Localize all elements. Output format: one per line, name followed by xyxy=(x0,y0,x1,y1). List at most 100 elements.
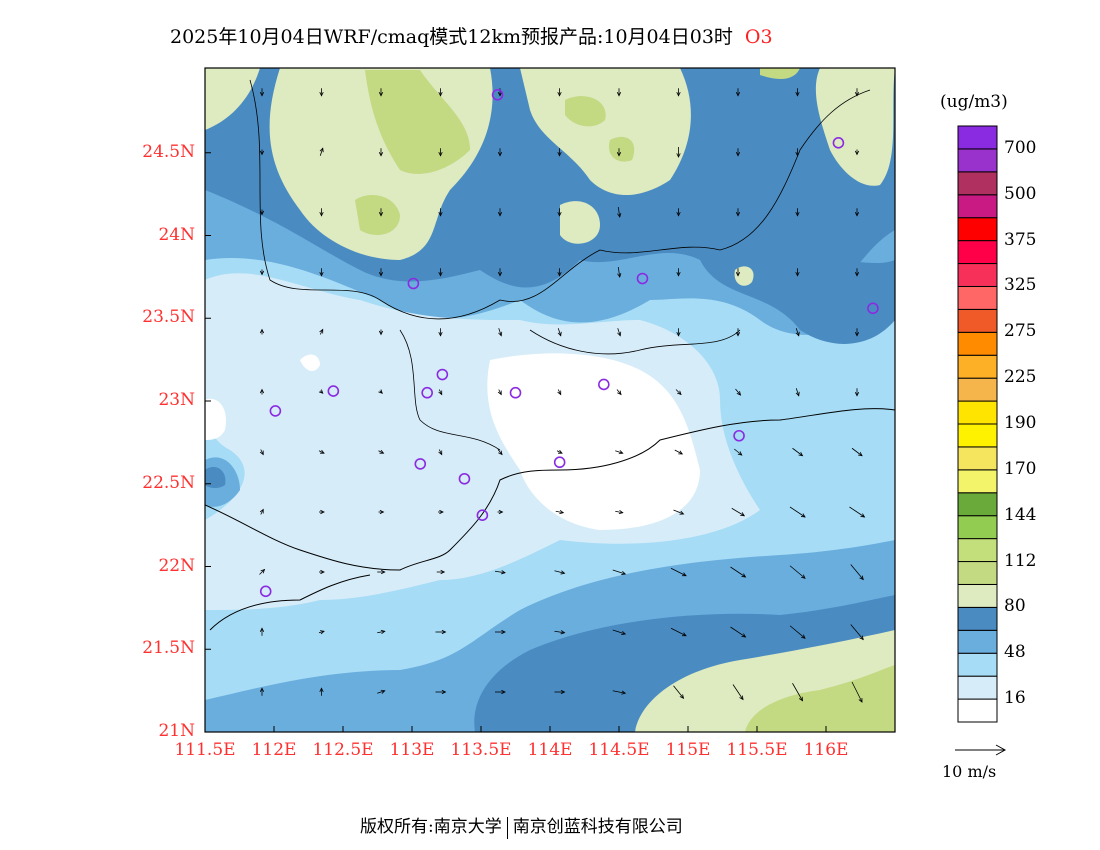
field-contour xyxy=(560,201,600,244)
wind-arrow xyxy=(319,328,324,335)
wind-arrow xyxy=(735,268,741,277)
colorbar-swatch xyxy=(957,583,998,608)
wind-arrow xyxy=(497,509,504,515)
wind-arrow xyxy=(438,88,443,97)
wind-arrow xyxy=(854,388,860,397)
wind-arrow xyxy=(676,268,681,277)
wind-arrow xyxy=(615,510,624,515)
wind-arrow xyxy=(319,88,324,97)
wind-arrow xyxy=(673,685,685,699)
monitoring-site-marker xyxy=(269,405,282,417)
wind-arrow xyxy=(497,268,503,277)
wind-arrow xyxy=(497,389,502,396)
field-contour xyxy=(760,68,800,80)
field-contour xyxy=(205,68,260,130)
colorbar-label: 500 xyxy=(1004,183,1037,204)
colorbar-label: 275 xyxy=(1004,321,1037,342)
wind-arrow xyxy=(792,683,803,702)
wind-arrow xyxy=(557,148,562,157)
field-contour xyxy=(734,266,754,286)
lon-label: 113E xyxy=(389,740,435,760)
wind-arrow xyxy=(438,509,444,515)
wind-arrow xyxy=(378,389,383,394)
wind-arrow xyxy=(495,689,506,695)
wind-arrow xyxy=(735,88,741,97)
monitoring-site-marker xyxy=(414,458,427,470)
wind-arrow xyxy=(795,208,800,217)
lon-label: 115E xyxy=(665,740,711,760)
colorbar-swatch xyxy=(957,469,998,494)
colorbar-swatch xyxy=(957,148,998,173)
wind-arrow xyxy=(554,689,566,695)
monitoring-site-marker xyxy=(598,378,610,391)
lon-label: 116E xyxy=(803,740,849,760)
axis-ticks xyxy=(204,152,827,733)
colorbar-label: 700 xyxy=(1004,137,1037,158)
wind-arrow xyxy=(730,566,747,578)
colorbar-swatch xyxy=(957,675,998,700)
wind-arrow xyxy=(436,569,446,575)
wind-arrow xyxy=(319,569,325,575)
wind-arrow xyxy=(557,268,562,277)
lat-label: 24N xyxy=(158,224,195,245)
colorbar-label: 80 xyxy=(1004,596,1026,617)
colorbar-swatch xyxy=(957,240,998,265)
admin-boundary xyxy=(399,329,741,451)
wind-arrow xyxy=(557,389,562,396)
coastline xyxy=(209,574,371,631)
footer-separator xyxy=(506,816,508,839)
monitoring-site-marker xyxy=(476,509,489,521)
monitoring-site-marker xyxy=(327,385,340,397)
wind-arrow xyxy=(494,570,506,575)
colorbar-swatch xyxy=(957,629,998,654)
field-0-16 xyxy=(205,398,226,440)
wind-arrow xyxy=(854,328,860,337)
reference-vector-arrow xyxy=(955,744,1007,756)
wind-arrow xyxy=(259,388,265,395)
wind-arrow xyxy=(378,268,384,277)
wind-arrow xyxy=(378,148,384,157)
copyright-right: 南京创蓝科技有限公司 xyxy=(512,817,683,837)
wind-arrow xyxy=(854,149,860,156)
colorbar-swatch xyxy=(957,331,998,356)
wind-arrow xyxy=(676,328,681,337)
wind-arrow xyxy=(497,208,503,217)
wind-arrow xyxy=(259,449,264,456)
wind-arrow xyxy=(319,268,324,277)
wind-arrow xyxy=(674,449,684,455)
wind-arrow xyxy=(851,681,863,703)
wind-arrow xyxy=(438,268,443,277)
colorbar-label: 325 xyxy=(1004,275,1037,296)
wind-arrow xyxy=(735,148,741,157)
wind-arrow xyxy=(557,328,562,337)
colorbar-swatch xyxy=(957,217,998,242)
wind-arrow xyxy=(554,570,566,575)
colorbar-label: 16 xyxy=(1004,688,1026,709)
wind-arrow xyxy=(318,389,324,394)
wind-arrow xyxy=(259,328,265,335)
wind-arrow xyxy=(378,88,384,97)
colorbar-swatch xyxy=(957,354,998,379)
colorbar-swatch xyxy=(957,377,998,402)
monitoring-site-marker xyxy=(553,456,566,469)
wind-arrow xyxy=(438,148,443,157)
colorbar-swatch xyxy=(957,606,998,631)
wind-arrow xyxy=(378,208,384,217)
wind-arrow xyxy=(259,687,265,696)
wind-arrow xyxy=(259,508,264,515)
monitoring-site-marker xyxy=(421,386,433,399)
admin-boundary xyxy=(249,79,871,320)
lat-label: 24.5N xyxy=(142,141,195,162)
wind-arrow xyxy=(557,208,562,217)
wind-arrow xyxy=(792,447,804,457)
wind-arrow xyxy=(319,687,324,696)
copyright-footer: 版权所有:南京大学 南京创蓝科技有限公司 xyxy=(360,812,683,839)
monitoring-site-marker xyxy=(407,277,420,290)
colorbar xyxy=(957,125,998,723)
wind-arrow xyxy=(670,627,687,637)
colorbar-label: 170 xyxy=(1004,458,1037,479)
colorbar-swatch xyxy=(957,423,998,448)
wind-arrow xyxy=(259,627,265,636)
wind-arrow xyxy=(259,88,265,97)
